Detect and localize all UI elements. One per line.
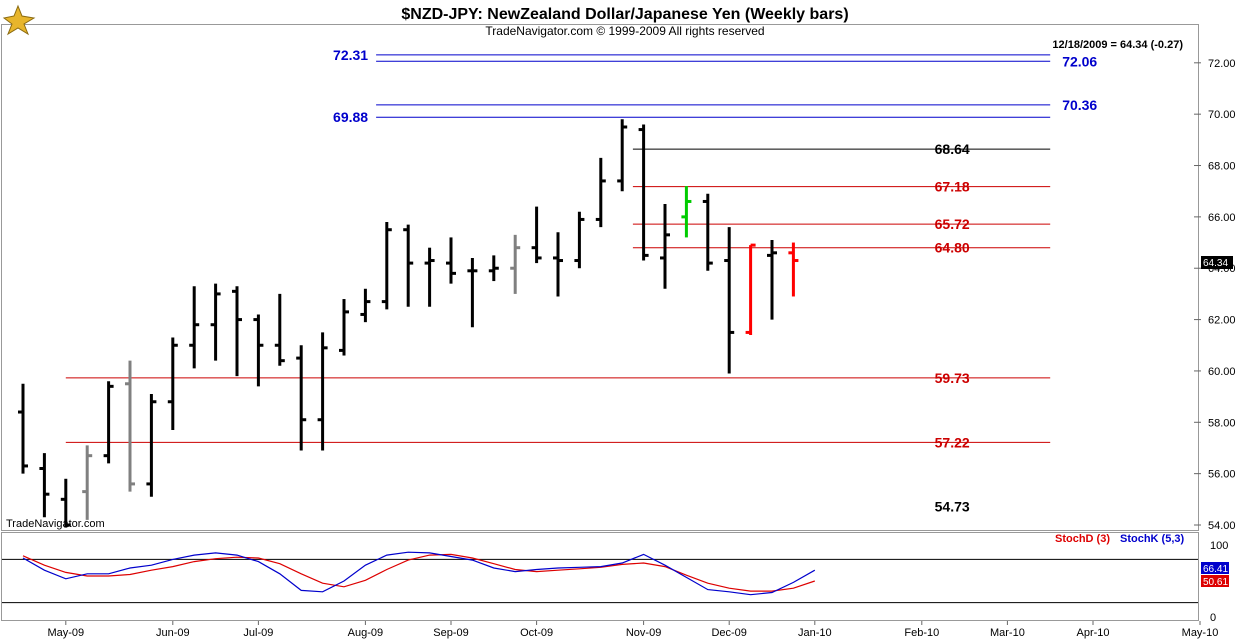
stochastic-panel: 100500: [2, 540, 1228, 624]
level-label: 59.73: [935, 370, 970, 386]
stoch-panel-frame: [1, 532, 1199, 621]
ohlc-bar: [381, 222, 392, 310]
ohlc-bar: [210, 283, 221, 361]
price-tick-label: 66.00: [1208, 212, 1236, 224]
price-tick-label: 72.00: [1208, 58, 1236, 70]
ohlc-bar: [510, 234, 521, 294]
time-tick-label: Jan-10: [798, 627, 832, 639]
chart-title: $NZD-JPY: NewZealand Dollar/Japanese Yen…: [401, 6, 848, 23]
price-tick-label: 68.00: [1208, 161, 1236, 173]
ohlc-bar: [788, 242, 799, 297]
legend-stochk: StochK (5,3): [1120, 533, 1185, 545]
price-tick-label: 60.00: [1208, 366, 1236, 378]
level-label: 57.22: [935, 434, 970, 450]
last-price-tag: 64.34: [1203, 258, 1228, 269]
price-tick-label: 70.00: [1208, 109, 1236, 121]
ohlc-bar: [595, 157, 606, 228]
level-label: 64.80: [935, 240, 970, 256]
ohlc-bar: [125, 360, 135, 492]
level-lines: 72.31 72.06 70.36 69.88 68.64 67.18 65.72 64.80…: [65, 47, 1097, 514]
price-tick-label: 62.00: [1208, 315, 1236, 327]
time-tick-label: Jul-09: [243, 627, 273, 639]
ohlc-bar: [702, 193, 713, 271]
price-tick-label: 54.00: [1208, 520, 1236, 532]
ohlc-bar: [574, 211, 585, 269]
time-tick-label: May-10: [1182, 627, 1219, 639]
ohlc-bar: [189, 286, 200, 369]
ohlc-bar: [146, 394, 157, 497]
level-label: 54.73: [935, 498, 970, 514]
ohlc-bar: [403, 224, 414, 307]
ohlc-bar: [274, 293, 285, 366]
chart-subtitle: TradeNavigator.com © 1999-2009 All right…: [485, 24, 764, 38]
ohlc-bar: [767, 239, 777, 320]
time-tick-label: Feb-10: [904, 627, 939, 639]
ohlc-bars: [18, 119, 799, 528]
time-tick-label: Aug-09: [348, 627, 383, 639]
level-label: 68.64: [935, 141, 970, 157]
price-axis: 72.0070.0068.0066.0064.0062.0060.0058.00…: [1194, 58, 1236, 532]
ohlc-bar: [360, 288, 371, 323]
time-tick-label: Jun-09: [156, 627, 190, 639]
stochd-line: [22, 553, 815, 592]
ohlc-bar: [617, 119, 628, 192]
level-label: 67.18: [935, 179, 970, 195]
ohlc-bar: [724, 227, 735, 374]
ohlc-bar: [60, 478, 71, 528]
stoch-tick-label: 100: [1210, 540, 1228, 552]
ohlc-bar: [339, 299, 349, 356]
ohlc-bar: [531, 206, 542, 264]
trade-navigator-logo: [2, 4, 36, 36]
ohlc-bar: [82, 445, 93, 520]
legend-stochd: StochD (3): [1055, 533, 1110, 545]
ohlc-bar: [103, 381, 114, 464]
time-tick-label: Oct-09: [520, 627, 553, 639]
watermark: TradeNavigator.com: [6, 518, 105, 530]
time-axis: May-09 Jun-09 Jul-09 Aug-09 Sep-09 Oct-09 Nov-…: [47, 621, 1218, 639]
last-quote: 12/18/2009 = 64.34 (-0.27): [1052, 39, 1183, 51]
stochd-tag-bg: [1201, 575, 1229, 587]
time-tick-label: Nov-09: [626, 627, 661, 639]
level-label: 65.72: [935, 216, 970, 232]
stochd-tag: 50.61: [1203, 577, 1228, 588]
ohlc-bar: [167, 337, 178, 430]
ohlc-bar: [553, 232, 563, 297]
ohlc-bar: [467, 257, 478, 328]
ohlc-bar: [253, 314, 264, 387]
level-label: 70.36: [1062, 97, 1097, 113]
stochk-tag: 66.41: [1203, 564, 1228, 575]
ohlc-bar: [488, 255, 499, 282]
ohlc-bar: [638, 124, 649, 261]
stoch-tick-label: 0: [1210, 612, 1216, 624]
time-tick-label: Apr-10: [1076, 627, 1109, 639]
ohlc-bar: [446, 237, 456, 284]
last-price-tag-bg: [1201, 256, 1233, 269]
time-tick-label: Dec-09: [711, 627, 746, 639]
ohlc-bar: [424, 247, 435, 307]
time-tick-label: Sep-09: [433, 627, 468, 639]
ohlc-bar: [660, 204, 670, 289]
ohlc-bar: [18, 383, 28, 474]
ohlc-bar: [232, 286, 242, 377]
price-tick-label: 58.00: [1208, 417, 1236, 429]
price-panel-frame: [1, 24, 1199, 531]
ohlc-bar: [296, 345, 307, 451]
level-label: 72.06: [1062, 53, 1097, 69]
stochk-line: [22, 551, 816, 596]
time-tick-label: May-09: [47, 627, 84, 639]
stochk-tag-bg: [1201, 562, 1229, 574]
ohlc-bar: [39, 453, 50, 518]
ohlc-bar: [681, 186, 692, 238]
level-label: 69.88: [333, 109, 368, 125]
time-tick-label: Mar-10: [990, 627, 1025, 639]
ohlc-bar: [745, 243, 756, 335]
ohlc-bar: [317, 332, 328, 451]
price-tick-label: 56.00: [1208, 469, 1236, 481]
level-label: 72.31: [333, 47, 368, 63]
